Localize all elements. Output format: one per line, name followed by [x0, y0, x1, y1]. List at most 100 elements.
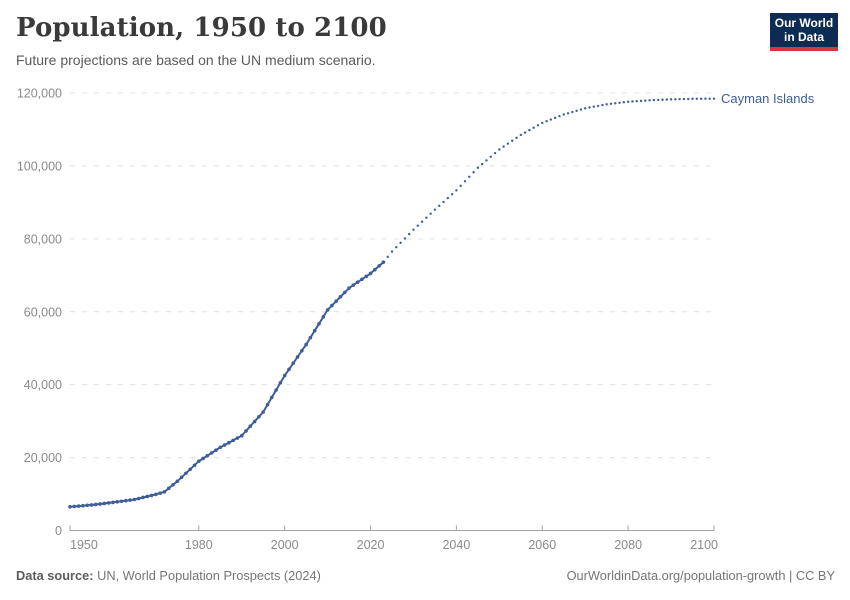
historical-marker — [81, 503, 85, 508]
historical-marker — [274, 388, 278, 392]
historical-marker — [342, 290, 347, 295]
projection-dot — [562, 113, 565, 116]
y-tick-label: 40,000 — [24, 378, 62, 392]
historical-marker — [124, 498, 128, 503]
historical-marker — [141, 495, 145, 500]
historical-marker — [278, 381, 283, 385]
chart-header: Population, 1950 to 2100 Future projecti… — [16, 14, 754, 68]
projection-dot — [588, 106, 591, 109]
owid-logo[interactable]: Our World in Data — [770, 13, 838, 51]
historical-marker — [317, 321, 321, 326]
historical-marker — [93, 502, 98, 507]
projection-dot — [549, 118, 553, 121]
x-tick-label: 2080 — [614, 538, 642, 552]
historical-marker — [68, 505, 72, 509]
historical-marker — [373, 267, 377, 272]
historical-marker — [334, 299, 338, 303]
projection-dotted-series[interactable] — [386, 97, 716, 259]
projection-dot — [571, 110, 574, 114]
historical-marker — [218, 445, 223, 450]
data-source-text: UN, World Population Prospects (2024) — [93, 568, 321, 583]
historical-marker — [184, 471, 188, 476]
projection-dot — [575, 109, 578, 112]
series-entity-label[interactable]: Cayman Islands — [721, 91, 815, 106]
historical-marker — [179, 475, 184, 480]
projection-dot — [541, 121, 544, 125]
projection-dot — [399, 241, 402, 245]
historical-marker — [209, 451, 214, 455]
projection-dot — [386, 255, 389, 259]
projection-dot — [523, 131, 527, 134]
projection-dot — [669, 98, 673, 101]
projection-dot — [416, 224, 419, 227]
projection-dot — [433, 208, 437, 211]
historical-marker — [239, 433, 244, 438]
owid-credit-link[interactable]: OurWorldinData.org/population-growth | C… — [566, 568, 835, 583]
owid-logo-line1: Our World — [774, 15, 834, 30]
projection-dot — [459, 184, 462, 188]
historical-marker — [98, 502, 102, 506]
historical-marker — [231, 438, 235, 443]
projection-dot — [403, 237, 407, 240]
historical-marker — [235, 436, 240, 440]
projection-dot — [390, 250, 394, 253]
projection-dot — [579, 108, 583, 111]
projection-dot — [450, 193, 454, 196]
projection-dot — [519, 133, 522, 137]
historical-marker — [149, 493, 154, 498]
historical-marker — [158, 491, 162, 495]
projection-dot — [553, 116, 557, 120]
historical-marker — [368, 271, 373, 276]
projection-dot — [631, 100, 634, 103]
historical-marker — [136, 496, 141, 501]
projection-dot — [566, 112, 570, 115]
projection-dot — [420, 220, 424, 223]
projection-dot — [493, 151, 497, 155]
projection-dot — [528, 128, 531, 132]
projection-dot — [687, 97, 690, 101]
projection-dot — [699, 97, 703, 100]
historical-line-series[interactable] — [68, 260, 386, 509]
y-tick-label: 60,000 — [24, 305, 62, 319]
historical-marker — [265, 402, 270, 407]
historical-marker — [257, 414, 261, 419]
projection-dot — [712, 97, 716, 100]
projection-dot — [622, 101, 626, 104]
projection-dot — [652, 98, 656, 102]
historical-marker — [128, 498, 132, 502]
projection-dot — [463, 180, 467, 183]
historical-marker — [304, 342, 308, 347]
y-gridlines — [70, 92, 714, 531]
historical-marker — [364, 274, 369, 279]
x-tick-label: 2020 — [357, 538, 385, 552]
projection-dot — [545, 120, 548, 123]
historical-marker — [102, 501, 107, 506]
projection-dot — [665, 98, 668, 101]
projection-dot — [429, 212, 432, 215]
projection-dot — [695, 97, 699, 100]
projection-dot — [532, 126, 535, 129]
projection-dot — [656, 98, 660, 102]
historical-marker — [197, 459, 201, 464]
projection-dot — [596, 104, 600, 108]
projection-dot — [446, 196, 450, 200]
historical-marker — [291, 361, 296, 365]
historical-marker — [115, 500, 120, 504]
historical-marker — [162, 490, 167, 494]
projection-dot — [648, 99, 651, 102]
historical-marker — [72, 504, 77, 509]
historical-marker — [227, 440, 231, 445]
x-tick-label: 2060 — [528, 538, 556, 552]
projection-dot — [618, 101, 621, 104]
y-tick-label: 100,000 — [17, 159, 62, 173]
projection-dot — [614, 102, 617, 105]
projection-dot — [536, 124, 540, 127]
projection-dot — [412, 228, 415, 231]
projection-dot — [682, 97, 686, 101]
projection-dot — [674, 98, 677, 101]
projection-dot — [455, 189, 458, 192]
projection-dot — [511, 139, 514, 142]
historical-marker — [355, 280, 360, 285]
projection-dot — [626, 100, 630, 103]
